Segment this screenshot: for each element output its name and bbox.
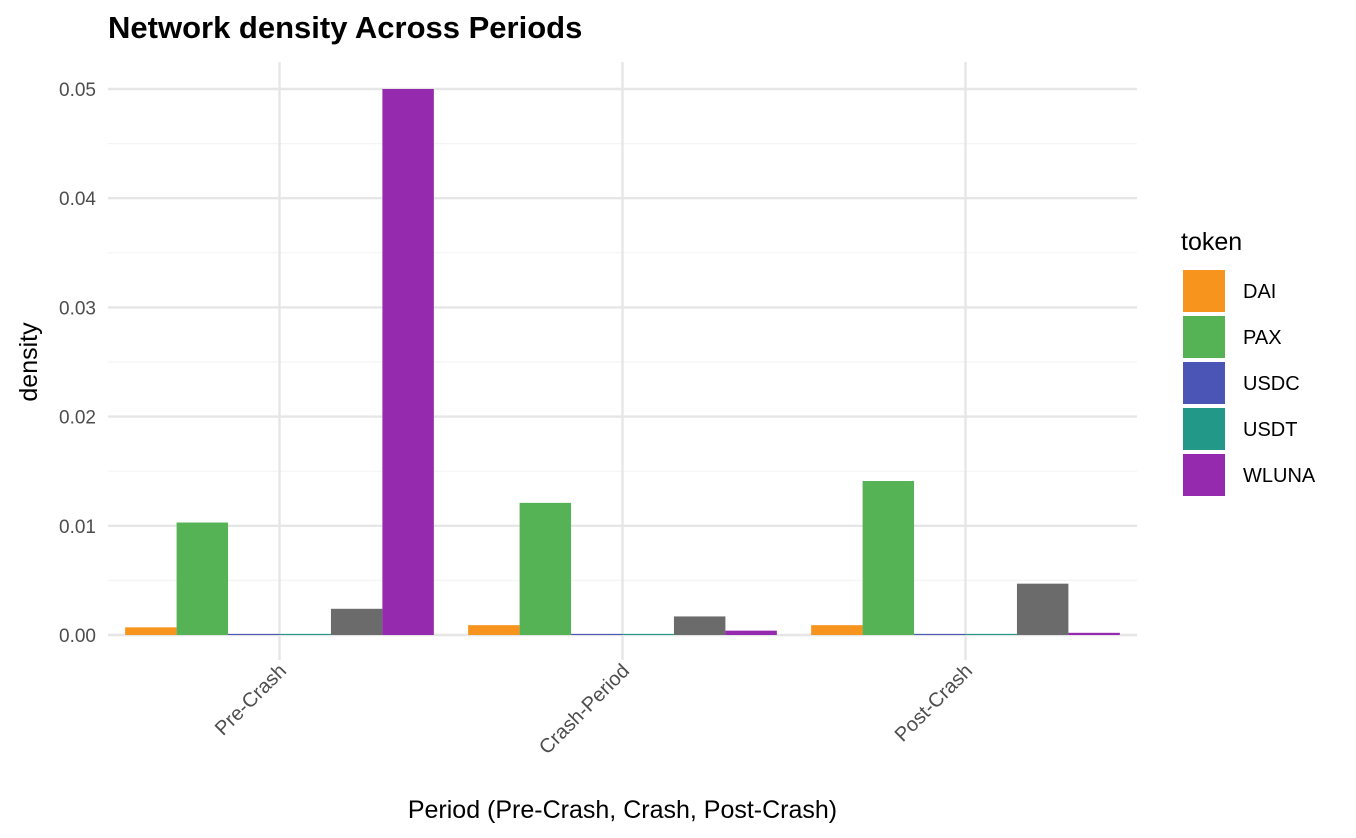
bar-series-5-pre-crash bbox=[330, 608, 383, 635]
bar-series-5-crash-period bbox=[673, 616, 726, 635]
x-tick-label: Pre-Crash bbox=[211, 660, 291, 740]
bar-usdt-crash-period bbox=[622, 633, 674, 635]
bar-pax-crash-period bbox=[519, 502, 572, 635]
bar-pax-post-crash bbox=[862, 481, 915, 635]
legend-label-pax: PAX bbox=[1243, 327, 1282, 349]
bar-usdt-post-crash bbox=[965, 633, 1017, 635]
bar-wluna-post-crash bbox=[1068, 632, 1120, 635]
bar-usdc-post-crash bbox=[914, 633, 966, 635]
y-tick-label: 0.03 bbox=[59, 298, 96, 319]
bar-dai-crash-period bbox=[468, 625, 520, 635]
bar-usdc-crash-period bbox=[571, 633, 623, 635]
legend-title: token bbox=[1181, 228, 1242, 256]
bar-usdc-pre-crash bbox=[228, 633, 280, 635]
y-tick-label: 0.01 bbox=[59, 517, 96, 538]
legend-label-dai: DAI bbox=[1243, 281, 1276, 303]
bar-pax-pre-crash bbox=[176, 522, 229, 635]
legend-swatch-usdc bbox=[1183, 362, 1225, 404]
bar-wluna-pre-crash bbox=[382, 89, 434, 635]
legend-swatch-usdt bbox=[1183, 408, 1225, 450]
bar-dai-post-crash bbox=[811, 625, 863, 635]
y-tick-label: 0.02 bbox=[59, 408, 96, 429]
legend-label-wluna: WLUNA bbox=[1243, 465, 1316, 487]
chart-title: Network density Across Periods bbox=[108, 10, 583, 45]
y-tick-label: 0.04 bbox=[59, 189, 96, 210]
y-axis-title: density bbox=[15, 322, 43, 402]
bar-dai-pre-crash bbox=[125, 627, 177, 635]
legend-label-usdt: USDT bbox=[1243, 419, 1297, 441]
x-axis-title: Period (Pre-Crash, Crash, Post-Crash) bbox=[408, 796, 837, 824]
bar-usdt-pre-crash bbox=[279, 633, 331, 635]
y-tick-label: 0.00 bbox=[59, 626, 96, 647]
legend-swatch-dai bbox=[1183, 270, 1225, 312]
bar-series-5-post-crash bbox=[1016, 583, 1069, 635]
y-tick-label: 0.05 bbox=[59, 80, 96, 101]
bar-wluna-crash-period bbox=[725, 630, 777, 635]
x-tick-label: Crash-Period bbox=[535, 660, 634, 759]
legend-swatch-pax bbox=[1183, 316, 1225, 358]
legend-label-usdc: USDC bbox=[1243, 373, 1300, 395]
x-tick-label: Post-Crash bbox=[891, 660, 977, 746]
legend-swatch-wluna bbox=[1183, 454, 1225, 496]
